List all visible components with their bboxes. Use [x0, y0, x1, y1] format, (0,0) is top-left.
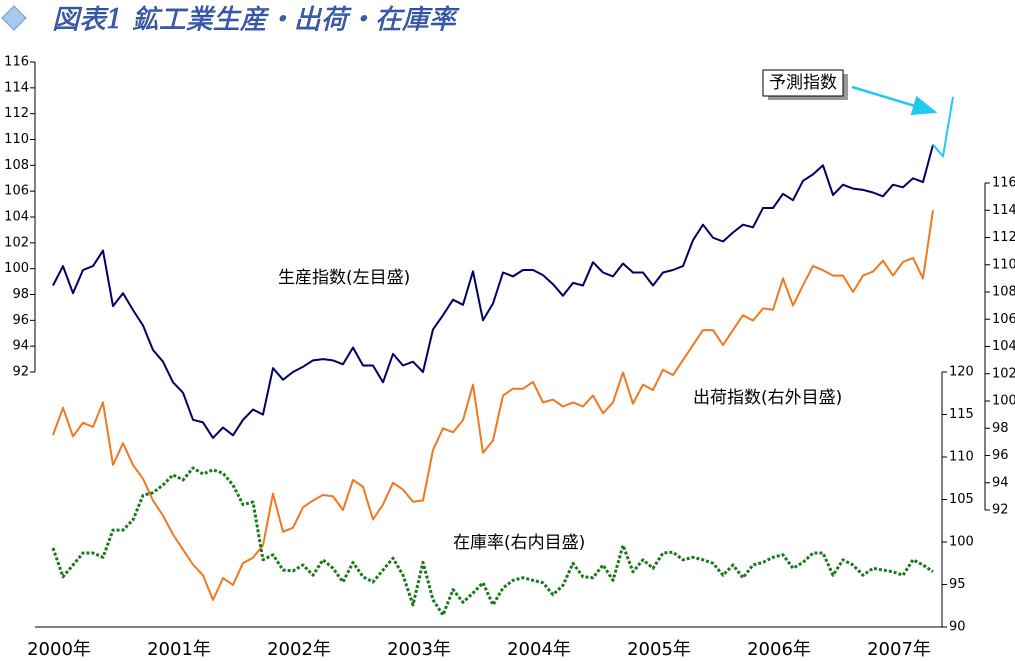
y-tick-label: 116: [4, 55, 29, 70]
x-tick-label: 2006年: [747, 639, 811, 660]
series-line: [52, 210, 934, 601]
y-tick-label: 114: [992, 203, 1015, 218]
y-tick-label: 108: [992, 285, 1015, 300]
y-tick-label: 100: [4, 261, 29, 276]
y-tick-label: 115: [949, 407, 974, 422]
x-tick-label: 2007年: [867, 639, 931, 660]
y-tick-label: 114: [4, 80, 29, 95]
title-icon: [1, 5, 27, 31]
series-line: [51, 466, 934, 617]
y-tick-label: 102: [992, 366, 1015, 381]
x-tick-label: 2001年: [147, 639, 211, 660]
y-tick-label: 94: [992, 475, 1009, 490]
callout-arrow: [851, 85, 938, 116]
y-tick-label: 104: [992, 339, 1015, 354]
series-line: [52, 144, 934, 439]
y-tick-label: 92: [12, 365, 29, 380]
y-tick-label: 98: [12, 287, 29, 302]
y-tick-label: 112: [4, 106, 29, 121]
y-tick-label: 100: [949, 535, 974, 550]
series-line: [932, 96, 954, 158]
y-tick-label: 108: [4, 158, 29, 173]
y-tick-label: 100: [992, 394, 1015, 409]
y-tick-label: 92: [992, 503, 1009, 518]
chart-title: 図表1 鉱工業生産・出荷・在庫率: [52, 5, 460, 36]
series-label: 予測指数: [769, 73, 837, 93]
x-tick-label: 2002年: [267, 639, 331, 660]
y-tick-label: 106: [992, 312, 1015, 327]
series-label: 出荷指数(右外目盛): [693, 388, 842, 408]
y-tick-label: 105: [949, 492, 974, 507]
series-label: 生産指数(左目盛): [278, 268, 410, 288]
y-tick-label: 102: [4, 235, 29, 250]
callout-box: [762, 69, 844, 97]
x-tick-label: 2003年: [387, 639, 451, 660]
x-tick-label: 2005年: [627, 639, 691, 660]
y-tick-label: 110: [949, 450, 974, 465]
y-tick-label: 106: [4, 184, 29, 199]
y-tick-label: 110: [992, 257, 1015, 272]
y-tick-label: 112: [992, 230, 1015, 245]
series-label: 在庫率(右内目盛): [453, 533, 585, 553]
y-tick-label: 98: [992, 421, 1009, 436]
x-tick-label: 2004年: [507, 639, 571, 660]
y-tick-label: 96: [992, 448, 1009, 463]
y-tick-label: 90: [949, 620, 966, 635]
y-tick-label: 94: [12, 339, 29, 354]
y-tick-label: 104: [4, 210, 29, 225]
y-tick-label: 110: [4, 132, 29, 147]
y-tick-label: 120: [949, 365, 974, 380]
x-tick-label: 2000年: [27, 639, 91, 660]
y-tick-label: 96: [12, 313, 29, 328]
y-tick-label: 116: [992, 176, 1015, 191]
y-tick-label: 95: [949, 577, 966, 592]
